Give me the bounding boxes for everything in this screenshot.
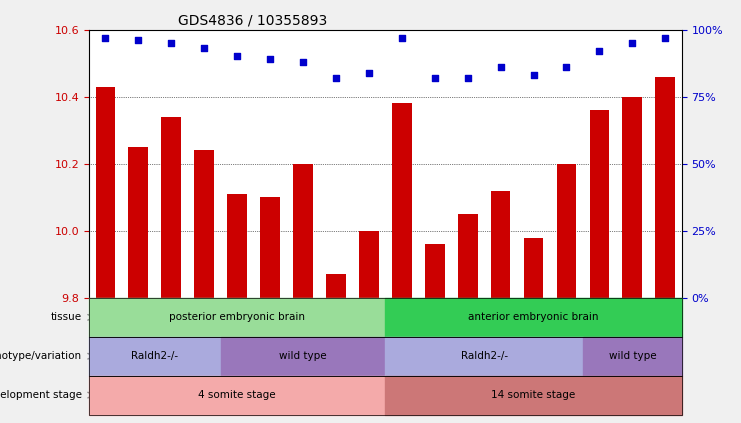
- Point: [626, 40, 638, 47]
- Bar: [260, 197, 280, 298]
- Point: [462, 74, 473, 81]
- Bar: [194, 150, 214, 298]
- Point: [133, 37, 144, 44]
- Text: GDS4836 / 10355893: GDS4836 / 10355893: [178, 13, 327, 27]
- Point: [199, 45, 210, 52]
- Point: [396, 34, 408, 41]
- Point: [429, 74, 441, 81]
- Point: [99, 34, 111, 41]
- Point: [528, 72, 539, 79]
- Point: [165, 40, 177, 47]
- Bar: [524, 238, 543, 298]
- Bar: [96, 87, 116, 298]
- Bar: [162, 117, 181, 298]
- Text: development stage: development stage: [0, 390, 82, 400]
- Point: [330, 74, 342, 81]
- Text: Raldh2-/-: Raldh2-/-: [461, 351, 508, 361]
- Point: [594, 48, 605, 55]
- Point: [297, 58, 309, 65]
- Bar: [556, 164, 576, 298]
- Bar: [392, 103, 412, 298]
- Text: wild type: wild type: [279, 351, 327, 361]
- Bar: [227, 194, 247, 298]
- Text: anterior embryonic brain: anterior embryonic brain: [468, 312, 599, 322]
- Bar: [491, 191, 511, 298]
- Text: wild type: wild type: [608, 351, 656, 361]
- Point: [231, 53, 243, 60]
- Bar: [326, 275, 346, 298]
- Bar: [293, 164, 313, 298]
- Text: tissue: tissue: [50, 312, 82, 322]
- Text: 14 somite stage: 14 somite stage: [491, 390, 576, 400]
- Bar: [359, 231, 379, 298]
- Point: [495, 64, 507, 71]
- Text: Raldh2-/-: Raldh2-/-: [131, 351, 179, 361]
- Bar: [128, 147, 148, 298]
- Point: [363, 69, 375, 76]
- Bar: [590, 110, 609, 298]
- Bar: [622, 97, 642, 298]
- Point: [560, 64, 572, 71]
- Bar: [655, 77, 675, 298]
- Text: 4 somite stage: 4 somite stage: [199, 390, 276, 400]
- Bar: [425, 244, 445, 298]
- Point: [264, 56, 276, 63]
- Bar: [458, 214, 477, 298]
- Point: [659, 34, 671, 41]
- Text: genotype/variation: genotype/variation: [0, 351, 82, 361]
- Text: posterior embryonic brain: posterior embryonic brain: [169, 312, 305, 322]
